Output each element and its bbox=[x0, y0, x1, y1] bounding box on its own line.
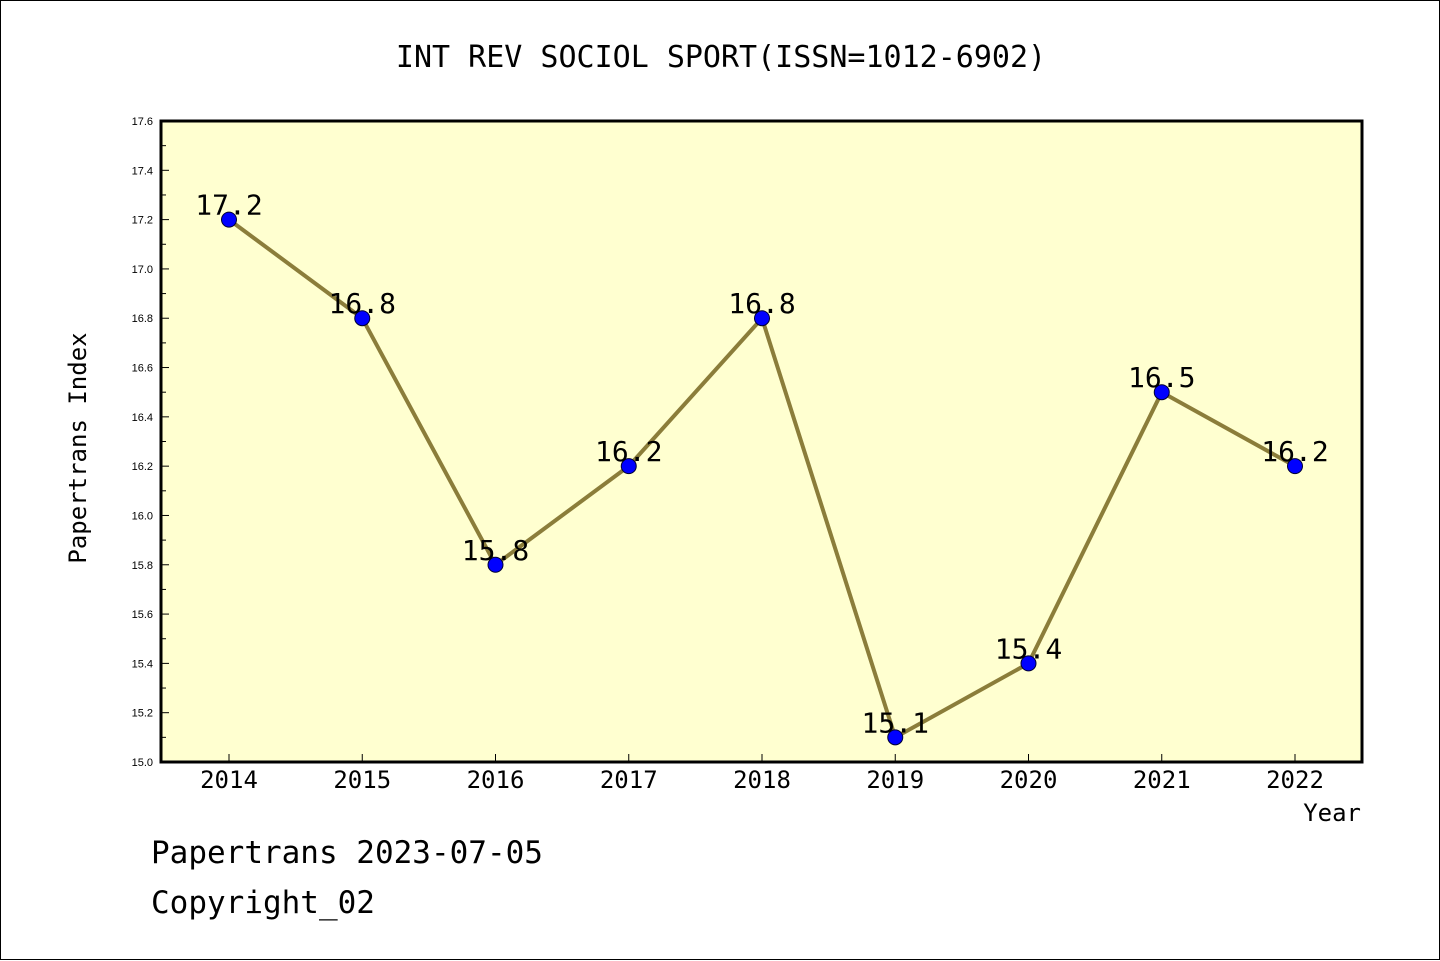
data-labels-group: 17.2 16.8 15.8 16.2 16.8 15.1 15.4 16.5 16.2 bbox=[195, 189, 1328, 740]
y-axis-label: Papertrans Index bbox=[64, 332, 92, 563]
data-point bbox=[887, 729, 904, 746]
y-axis: 15.0 15.2 15.4 15.6 15.8 16.0 16.2 16.4 16.6 16.8… bbox=[132, 116, 169, 769]
data-label: 17.2 bbox=[195, 189, 262, 222]
y-tick-label: 17.0 bbox=[132, 264, 153, 276]
x-tick-label: 2019 bbox=[866, 766, 924, 794]
x-tick-label: 2022 bbox=[1266, 766, 1324, 794]
data-point bbox=[1287, 458, 1303, 475]
y-tick-label: 16.6 bbox=[132, 363, 153, 375]
data-label: 15.8 bbox=[462, 534, 529, 567]
data-point bbox=[754, 310, 770, 327]
data-label: 15.1 bbox=[862, 706, 929, 739]
x-tick-label: 2017 bbox=[600, 766, 658, 794]
x-tick-label: 2015 bbox=[333, 766, 391, 794]
data-point bbox=[620, 458, 637, 475]
x-axis: 2014 2015 2016 2017 2018 2019 2020 2021 2022 bbox=[200, 754, 1324, 794]
x-tick-label: 2020 bbox=[1000, 766, 1058, 794]
data-point bbox=[487, 556, 504, 573]
y-tick-label: 16.0 bbox=[132, 510, 153, 522]
x-axis-label: Year bbox=[1303, 799, 1361, 827]
data-point bbox=[1020, 655, 1037, 672]
footer-copyright: Copyright_02 bbox=[151, 885, 375, 921]
y-tick-label: 15.8 bbox=[132, 560, 153, 572]
data-label: 15.4 bbox=[995, 632, 1062, 665]
data-label: 16.8 bbox=[728, 287, 795, 320]
x-tick-label: 2021 bbox=[1133, 766, 1191, 794]
plot-area bbox=[159, 119, 1364, 764]
y-tick-label: 15.2 bbox=[132, 708, 153, 720]
x-tick-label: 2018 bbox=[733, 766, 791, 794]
footer-date: Papertrans 2023-07-05 bbox=[151, 835, 543, 871]
data-label: 16.2 bbox=[1261, 435, 1328, 468]
chart-title: INT REV SOCIOL SPORT(ISSN=1012-6902) bbox=[396, 40, 1046, 75]
data-label: 16.8 bbox=[329, 287, 396, 320]
data-point bbox=[221, 211, 237, 228]
data-point bbox=[1153, 384, 1170, 401]
series-group bbox=[221, 211, 1303, 746]
x-tick-label: 2014 bbox=[200, 766, 258, 794]
y-tick-label: 15.6 bbox=[132, 609, 153, 621]
y-tick-label: 15.4 bbox=[132, 658, 153, 670]
data-label: 16.5 bbox=[1128, 361, 1195, 394]
data-label: 16.2 bbox=[595, 435, 662, 468]
data-point bbox=[354, 310, 371, 327]
y-tick-label: 16.2 bbox=[132, 461, 153, 473]
y-tick-label: 17.6 bbox=[132, 116, 153, 128]
x-tick-label: 2016 bbox=[467, 766, 525, 794]
y-tick-label: 15.0 bbox=[132, 757, 153, 769]
y-tick-label: 17.4 bbox=[132, 165, 153, 177]
y-tick-label: 16.4 bbox=[132, 412, 153, 424]
y-tick-label: 16.8 bbox=[132, 313, 153, 325]
y-tick-label: 17.2 bbox=[132, 215, 153, 227]
